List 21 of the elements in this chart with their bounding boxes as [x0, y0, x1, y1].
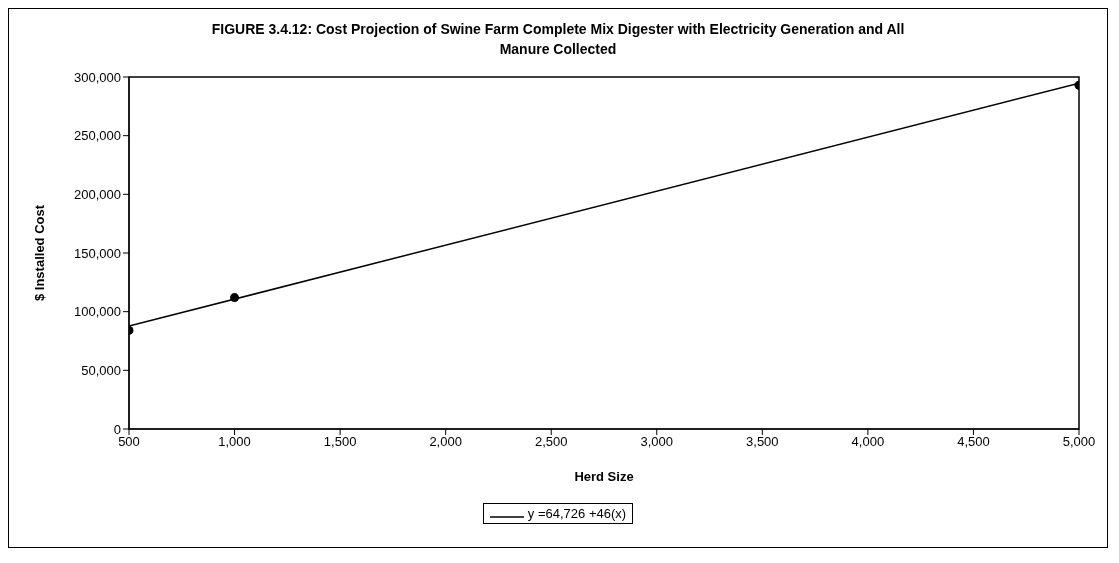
y-tick-label: 100,000 [74, 304, 121, 320]
y-axis-title: $ Installed Cost [31, 204, 47, 302]
x-tick-label: 4,000 [851, 434, 885, 450]
x-tick-label: 1,500 [323, 434, 357, 450]
x-tick-label: 1,000 [218, 434, 251, 450]
y-tick-label: 250,000 [74, 128, 121, 144]
x-tick-label: 2,000 [429, 434, 462, 450]
y-tick-label: 150,000 [74, 245, 121, 261]
y-tick-label: 200,000 [74, 186, 121, 202]
y-tick-label: 300,000 [74, 69, 121, 85]
x-axis-title: Herd Size [574, 469, 634, 484]
x-tick-label: 3,500 [746, 434, 779, 450]
x-tick-label: 500 [118, 434, 140, 450]
x-tick-label: 4,500 [957, 434, 990, 450]
y-tick-label: 50,000 [81, 362, 121, 378]
x-tick-label: 2,500 [534, 434, 568, 450]
x-tick-label: 5,000 [1062, 434, 1096, 450]
legend-label: y =64,726 +46(x) [527, 506, 627, 521]
chart-title: FIGURE 3.4.12: Cost Projection of Swine Farm Complete Mix Digester with Electricity Generation and All Manure Collected [210, 20, 906, 59]
y-tick-label: 0 [113, 421, 121, 437]
x-tick-label: 3,000 [640, 434, 674, 450]
